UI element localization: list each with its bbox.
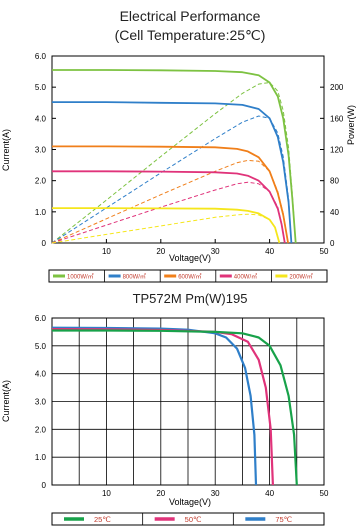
chart2-x-tick-label: 30	[211, 489, 220, 498]
chart1-pv-line-4	[51, 213, 280, 244]
chart1-iv-line-1	[52, 101, 293, 244]
chart2-y-tick-label: 5.0	[35, 342, 47, 351]
chart1-y-tick-label: 0	[42, 239, 47, 248]
chart1-y2-tick-label: 0	[330, 239, 335, 248]
chart1-pv-line-1	[51, 115, 292, 244]
chart2-legend-label-0: 75℃	[275, 515, 292, 524]
chart1-pv-line-0	[51, 81, 297, 244]
chart2-title: TP572M Pm(W)195	[133, 291, 248, 306]
irradiance-chart: 0 1.0 2.0 3.0 4.0 5.0 6.0 0 40 80 120 160 200 10 20 3…	[1, 52, 356, 283]
chart2-x-tick-label: 40	[265, 489, 274, 498]
chart1-y-tick-label: 6.0	[35, 52, 47, 61]
chart1-y-tick-label: 2.0	[35, 177, 47, 186]
chart1-legend-label-4: 200W/㎡	[289, 273, 312, 281]
chart1-y-tick-label: 3.0	[35, 146, 47, 155]
chart1-pv-line-3	[51, 181, 286, 244]
chart1-x-tick-label: 40	[265, 247, 274, 256]
temperature-chart: TP572M Pm(W)195 0 1.0 2.0 3.0 4.0 5.0 6.0 10 20…	[1, 291, 329, 526]
chart2-y-tick-label: 1.0	[35, 453, 47, 462]
chart2-x-tick-label: 10	[102, 489, 111, 498]
chart1-y-tick-label: 4.0	[35, 114, 47, 123]
chart2-x-tick-label: 50	[320, 489, 329, 498]
figure-title: Electrical Performance	[120, 8, 261, 24]
chart1-y2-tick-label: 40	[330, 208, 339, 217]
chart1-legend-label-1: 800W/㎡	[123, 273, 146, 281]
chart1-y-tick-label: 5.0	[35, 83, 47, 92]
chart2-legend-label-1: 50℃	[185, 515, 202, 524]
chart1-y2-tick-label: 200	[330, 83, 344, 92]
chart1-x-axis-label: Voltage(V)	[169, 253, 211, 263]
chart2-x-tick-label: 20	[156, 489, 165, 498]
chart1-y2-axis-label: Power(W)	[346, 105, 356, 145]
chart2-iv-line-0	[51, 326, 258, 486]
chart1-x-tick-label: 30	[211, 247, 220, 256]
chart1-legend-label-3: 400W/㎡	[234, 273, 257, 281]
chart1-x-tick-label: 50	[320, 247, 329, 256]
chart1-y2-tick-label: 80	[330, 177, 339, 186]
chart1-x-tick-label: 20	[156, 247, 165, 256]
chart2-y-tick-label: 0	[42, 481, 47, 490]
chart1-legend-label-2: 600W/㎡	[178, 273, 201, 281]
chart2-y-tick-label: 6.0	[35, 314, 47, 323]
chart1-legend: 1000W/㎡ 800W/㎡ 600W/㎡ 400W/㎡ 200W/㎡	[48, 269, 328, 283]
chart2-x-axis-label: Voltage(V)	[169, 497, 211, 507]
chart1-legend-box	[48, 269, 328, 283]
chart2-legend: 25℃ 50℃ 75℃	[51, 512, 325, 526]
chart2-y-tick-label: 3.0	[35, 398, 47, 407]
chart2-plot-frame	[51, 317, 325, 486]
chart1-y2-tick-label: 120	[330, 146, 344, 155]
chart2-y-tick-label: 2.0	[35, 425, 47, 434]
figure-subtitle: (Cell Temperature:25℃)	[115, 27, 266, 43]
chart1-iv-line-0	[52, 69, 297, 244]
chart1-legend-label-0: 1000W/㎡	[67, 273, 94, 281]
chart1-x-tick-label: 10	[102, 247, 111, 256]
chart2-iv-line-2	[52, 329, 298, 486]
chart2-legend-label-2: 25℃	[94, 515, 111, 524]
chart1-y-axis-label: Current(A)	[1, 129, 11, 171]
chart1-y-tick-label: 1.0	[35, 208, 47, 217]
chart1-iv-line-3	[52, 170, 286, 244]
chart2-legend-box	[51, 512, 325, 526]
chart2-y-axis-label: Current(A)	[1, 380, 11, 422]
chart1-pv-line-2	[51, 159, 289, 244]
chart1-y2-tick-label: 160	[330, 114, 344, 123]
chart1-iv-line-4	[52, 207, 281, 244]
chart2-y-tick-label: 4.0	[35, 370, 47, 379]
